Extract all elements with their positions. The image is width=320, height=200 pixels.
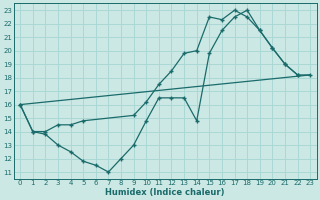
X-axis label: Humidex (Indice chaleur): Humidex (Indice chaleur)	[106, 188, 225, 197]
